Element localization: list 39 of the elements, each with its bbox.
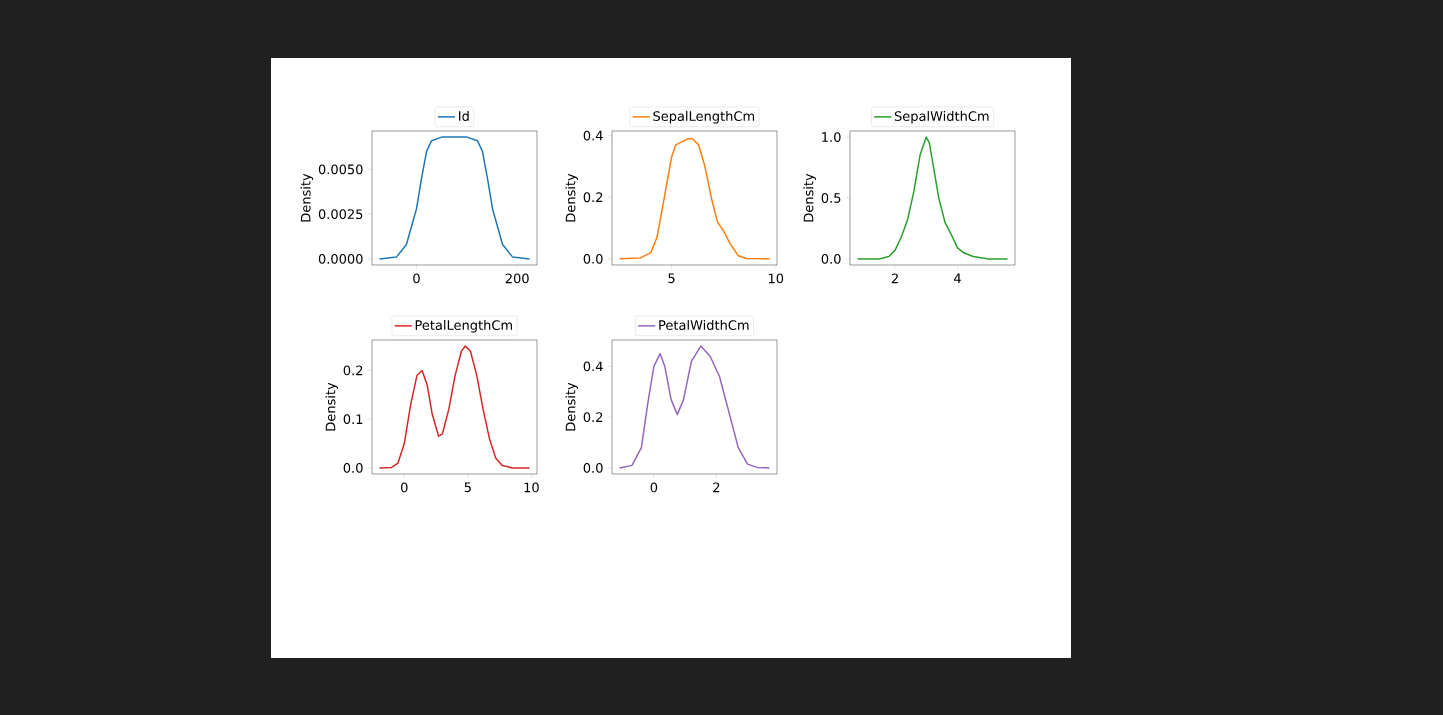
x-tick-label: 0: [413, 273, 420, 284]
x-tick-label: 0: [650, 482, 658, 493]
y-tick-label: 0.0050: [318, 164, 363, 175]
legend-label: Id: [459, 110, 469, 122]
y-tick-label: 0.2: [583, 192, 603, 203]
line-series: [856, 136, 1009, 260]
x-tick-label: 4: [954, 273, 961, 284]
y-tick-label: 0.0: [583, 462, 603, 473]
legend-label: SepalWidthCm: [894, 110, 989, 124]
y-axis-title: Density: [803, 173, 816, 222]
x-tick-label: 10: [768, 273, 784, 284]
x-tick-label: 200: [505, 273, 529, 284]
legend-label: PetalLengthCm: [415, 319, 512, 333]
y-tick-label: 0.0: [343, 462, 363, 473]
y-tick-label: 0.4: [583, 130, 603, 141]
y-axis-title: Density: [300, 173, 314, 222]
x-tick-label: 0: [401, 482, 408, 493]
y-tick-label: 0.2: [343, 365, 363, 376]
y-tick-label: 1.0: [822, 132, 841, 143]
line-series: [378, 136, 531, 260]
line-series: [378, 345, 531, 469]
y-axis-title: Density: [565, 382, 578, 431]
y-tick-label: 0.5: [821, 193, 841, 203]
x-tick-label: 10: [524, 482, 539, 493]
y-tick-label: 0.0000: [318, 253, 363, 264]
x-tick-label: 2: [713, 482, 720, 493]
y-axis-title: Density: [325, 382, 338, 431]
x-tick-label: 2: [891, 273, 898, 284]
y-tick-label: 0.2: [583, 412, 603, 423]
legend-label: SepalLengthCm: [653, 110, 755, 124]
y-tick-label: 0.4: [583, 361, 603, 372]
y-tick-label: 0.1: [343, 414, 363, 425]
y-tick-label: 0.0: [583, 253, 603, 264]
y-tick-label: 0.0025: [318, 209, 363, 220]
legend-label: PetalWidthCm: [659, 319, 749, 331]
x-tick-label: 5: [668, 273, 675, 284]
x-tick-label: 5: [464, 482, 471, 493]
y-axis-title: Density: [565, 173, 578, 222]
y-tick-label: 0.0: [821, 253, 841, 264]
